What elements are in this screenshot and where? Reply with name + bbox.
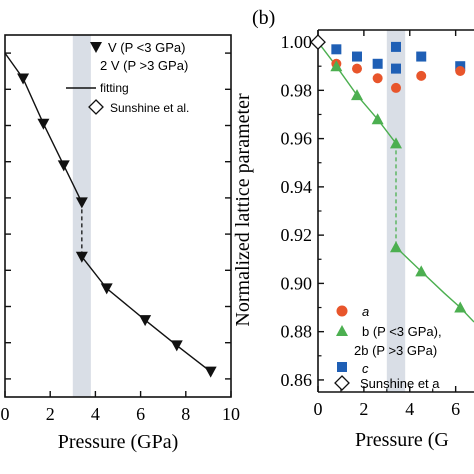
data-point-a xyxy=(372,73,383,84)
legend-c-label: c xyxy=(362,361,369,376)
panel-b-shaded-band xyxy=(386,30,406,392)
legend-ref-marker xyxy=(334,375,350,391)
data-point-b xyxy=(351,89,363,101)
panel-a-axes-frame xyxy=(4,34,232,398)
legend-ref-label: Sunshine et a xyxy=(360,376,440,391)
data-point-triangle xyxy=(37,118,50,130)
panel-b: (b) 0 2 4 6 0.86 0.88 0.90 0.92 0.94 0.96 0.98 1.0… xyxy=(232,7,474,451)
data-point-a xyxy=(416,70,427,81)
data-point-triangle xyxy=(75,197,88,209)
panel-b-y-axis-label: Normalized lattice parameter xyxy=(232,93,254,327)
x-tick-label: 4 xyxy=(91,404,100,424)
y-tick-label: 0.92 xyxy=(281,225,313,245)
panel-b-y-ticks: 0.86 0.88 0.90 0.92 0.94 0.96 0.98 1.00 xyxy=(281,32,324,390)
x-tick-label: 8 xyxy=(181,404,190,424)
y-tick-label: 0.90 xyxy=(281,273,313,293)
y-tick-label: 0.94 xyxy=(281,177,313,197)
data-point-c xyxy=(416,51,427,62)
panel-b-legend: a b (P <3 GPa), 2b (P >3 GPa) c Sunshine… xyxy=(334,304,442,391)
legend-series1-label: V (P <3 GPa) xyxy=(108,40,185,55)
data-point-c xyxy=(391,41,401,52)
fit-segment-high xyxy=(81,256,212,373)
x-tick-label: 0 xyxy=(1,404,10,424)
panel-a-x-ticks: 0 2 4 6 8 10 xyxy=(1,391,240,424)
x-tick-label: 10 xyxy=(222,404,240,424)
legend-b1-label: b (P <3 GPa), xyxy=(362,324,442,339)
data-point-triangle xyxy=(204,366,217,378)
y-tick-label: 0.86 xyxy=(281,370,313,390)
data-point-b xyxy=(454,301,467,313)
data-point-c xyxy=(352,51,362,62)
y-tick-label: 0.88 xyxy=(281,322,313,342)
data-point-triangle xyxy=(139,315,152,327)
data-point-triangle xyxy=(57,160,70,172)
x-tick-label: 2 xyxy=(359,399,368,419)
data-point-c xyxy=(372,58,383,69)
x-tick-label: 2 xyxy=(46,404,55,424)
legend-triangle-marker xyxy=(90,42,102,53)
data-point-a xyxy=(391,82,401,93)
legend-diamond-marker xyxy=(88,99,104,115)
legend-a-marker xyxy=(336,305,348,317)
data-point-b xyxy=(371,113,384,125)
data-point-b xyxy=(415,265,428,277)
data-point-a xyxy=(455,66,466,77)
panel-a-legend: V (P <3 GPa) 2 V (P >3 GPa) fitting Suns… xyxy=(66,40,189,115)
legend-b2-label: 2b (P >3 GPa) xyxy=(354,343,437,358)
data-point-c xyxy=(391,63,401,74)
data-point-b xyxy=(330,60,343,72)
panel-a-x-axis-label: Pressure (GPa) xyxy=(58,431,179,453)
x-tick-label: 6 xyxy=(451,399,460,419)
panel-a: 0 2 4 6 8 10 Pressure (GPa) V (P <3 GPa) 2 V … xyxy=(1,34,240,453)
panel-b-x-axis-label: Pressure (G xyxy=(355,429,449,451)
panel-a-y-ticks xyxy=(5,52,231,380)
data-point-triangle xyxy=(17,73,30,85)
panel-a-shaded-band xyxy=(72,35,91,397)
data-point-triangle xyxy=(75,251,88,263)
legend-fit-label: fitting xyxy=(100,81,129,95)
data-point-triangle xyxy=(100,283,113,295)
panel-a-series-points xyxy=(17,73,217,378)
x-tick-label: 6 xyxy=(136,404,145,424)
x-tick-label: 4 xyxy=(405,399,414,419)
x-tick-label: 0 xyxy=(314,399,323,419)
data-point-triangle xyxy=(170,340,183,352)
panel-b-label: (b) xyxy=(252,7,275,29)
y-tick-label: 0.98 xyxy=(281,80,313,100)
data-point-b xyxy=(390,137,402,149)
y-tick-label: 1.00 xyxy=(281,32,313,52)
reference-point-diamond xyxy=(310,34,326,50)
data-point-c xyxy=(331,44,342,55)
panel-b-x-ticks: 0 2 4 6 xyxy=(314,30,460,419)
legend-b-marker xyxy=(336,325,348,336)
legend-a-label: a xyxy=(362,304,369,319)
legend-series2-label: 2 V (P >3 GPa) xyxy=(100,58,188,73)
y-tick-label: 0.96 xyxy=(281,129,313,149)
data-point-b xyxy=(390,241,402,253)
legend-c-marker xyxy=(337,362,347,372)
data-point-a xyxy=(352,63,362,74)
panel-b-series-points xyxy=(310,34,467,313)
legend-ref-label: Sunshine et al. xyxy=(110,101,189,115)
